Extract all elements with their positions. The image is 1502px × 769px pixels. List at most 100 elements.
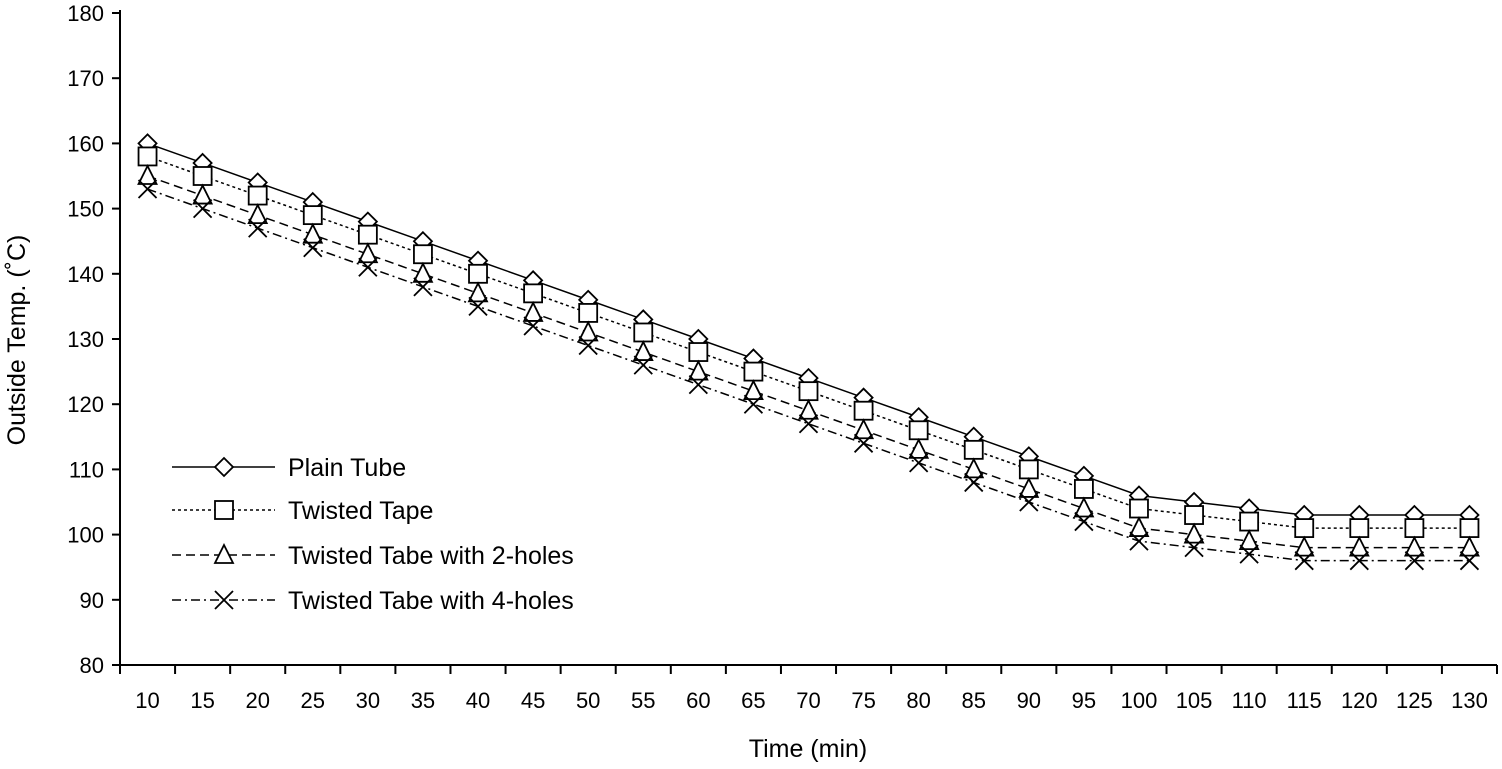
data-point: [523, 283, 543, 304]
y-tick-label: 150: [67, 197, 104, 222]
data-point: [908, 420, 929, 441]
x-tick-label: 70: [796, 688, 820, 713]
x-tick-label: 65: [741, 688, 765, 713]
data-point: [137, 163, 158, 185]
data-point: [688, 375, 708, 395]
data-point: [523, 316, 543, 336]
data-point: [633, 322, 654, 343]
legend-marker: [213, 542, 235, 564]
y-tick-label: 100: [67, 523, 104, 548]
y-tick-label: 140: [67, 262, 104, 287]
data-point: [1293, 535, 1315, 557]
x-axis-ticks: 10 15 20 25 30 35 40 45 50 55 60 65 70 75 80 85 90 95 100 1…: [119, 665, 1498, 713]
series-group: [137, 133, 1480, 571]
data-point: [578, 335, 598, 356]
y-tick-label: 160: [67, 131, 104, 156]
legend-label: Twisted Tabe with 4-holes: [288, 587, 574, 615]
x-tick-label: 35: [411, 688, 435, 713]
legend-marker: [214, 590, 234, 610]
x-tick-label: 25: [301, 688, 325, 713]
x-tick-label: 20: [245, 688, 269, 713]
y-tick-label: 110: [69, 457, 104, 482]
data-point: [1459, 535, 1480, 557]
data-point: [798, 381, 819, 402]
series-line: [147, 175, 1470, 549]
data-point: [687, 359, 709, 381]
y-tick-label: 130: [67, 327, 104, 352]
x-tick-label: 105: [1176, 688, 1213, 713]
x-tick-label: 50: [576, 688, 600, 713]
data-point: [192, 198, 213, 219]
data-point: [1349, 518, 1370, 538]
x-tick-label: 90: [1017, 688, 1041, 713]
y-tick-label: 80: [80, 653, 104, 678]
data-point: [578, 303, 599, 323]
y-axis-ticks: 80 90 100 110 120 130 140 150 160 170 180: [67, 1, 120, 678]
data-point: [633, 355, 653, 375]
data-point: [853, 418, 875, 440]
data-point: [1404, 518, 1425, 538]
x-tick-label: 125: [1396, 688, 1433, 713]
data-point: [632, 340, 654, 361]
data-point: [413, 277, 433, 297]
x-tick-label: 80: [906, 688, 930, 713]
data-point: [412, 261, 434, 283]
data-point: [798, 398, 819, 420]
data-point: [1184, 505, 1204, 525]
data-point: [1294, 551, 1314, 571]
data-point: [1239, 544, 1259, 564]
data-point: [1073, 496, 1095, 518]
series-2: [137, 146, 1480, 538]
data-point: [1129, 531, 1149, 551]
data-point: [302, 205, 323, 226]
legend-marker: [214, 500, 234, 520]
y-tick-label: 90: [80, 588, 104, 613]
series-3: [137, 163, 1480, 557]
legend-item-2: Twisted Tape: [172, 497, 433, 525]
data-point: [963, 439, 984, 460]
data-point: [1403, 535, 1425, 557]
data-point: [357, 242, 379, 264]
data-point: [1404, 551, 1425, 571]
data-point: [302, 222, 324, 244]
y-tick-label: 120: [67, 392, 104, 417]
data-point: [1238, 529, 1260, 551]
legend-item-4: Twisted Tabe with 4-holes: [172, 587, 574, 615]
data-point: [468, 296, 488, 317]
data-point: [1348, 535, 1370, 557]
axes: [119, 10, 1497, 666]
data-point: [358, 257, 378, 277]
x-tick-label: 115: [1287, 688, 1322, 713]
data-point: [192, 183, 214, 205]
data-point: [909, 453, 929, 473]
data-point: [688, 342, 709, 362]
x-tick-label: 40: [466, 688, 490, 713]
data-point: [1459, 518, 1480, 538]
data-point: [908, 437, 930, 459]
data-point: [1018, 459, 1039, 480]
x-tick-label: 15: [190, 688, 214, 713]
data-point: [1019, 492, 1039, 512]
x-axis-title: Time (min): [749, 735, 868, 763]
data-point: [743, 394, 764, 414]
data-point: [1184, 538, 1204, 558]
x-tick-label: 75: [851, 688, 875, 713]
data-point: [522, 300, 544, 322]
y-tick-label: 180: [67, 1, 104, 26]
legend-label: Twisted Tabe with 2-holes: [288, 542, 574, 570]
data-point: [468, 263, 488, 284]
y-axis-title: Outside Temp. (˚C): [3, 235, 31, 446]
x-tick-label: 45: [521, 688, 545, 713]
y-tick-label: 170: [67, 66, 104, 91]
x-tick-label: 85: [961, 688, 985, 713]
data-point: [1074, 479, 1094, 499]
legend: Plain Tube Twisted Tape Twisted Tabe with …: [172, 454, 574, 615]
data-point: [192, 166, 213, 186]
data-point: [1183, 522, 1205, 544]
data-point: [247, 203, 269, 225]
x-tick-label: 30: [356, 688, 380, 713]
data-point: [137, 179, 158, 199]
legend-marker: [213, 456, 235, 478]
data-point: [742, 379, 764, 401]
